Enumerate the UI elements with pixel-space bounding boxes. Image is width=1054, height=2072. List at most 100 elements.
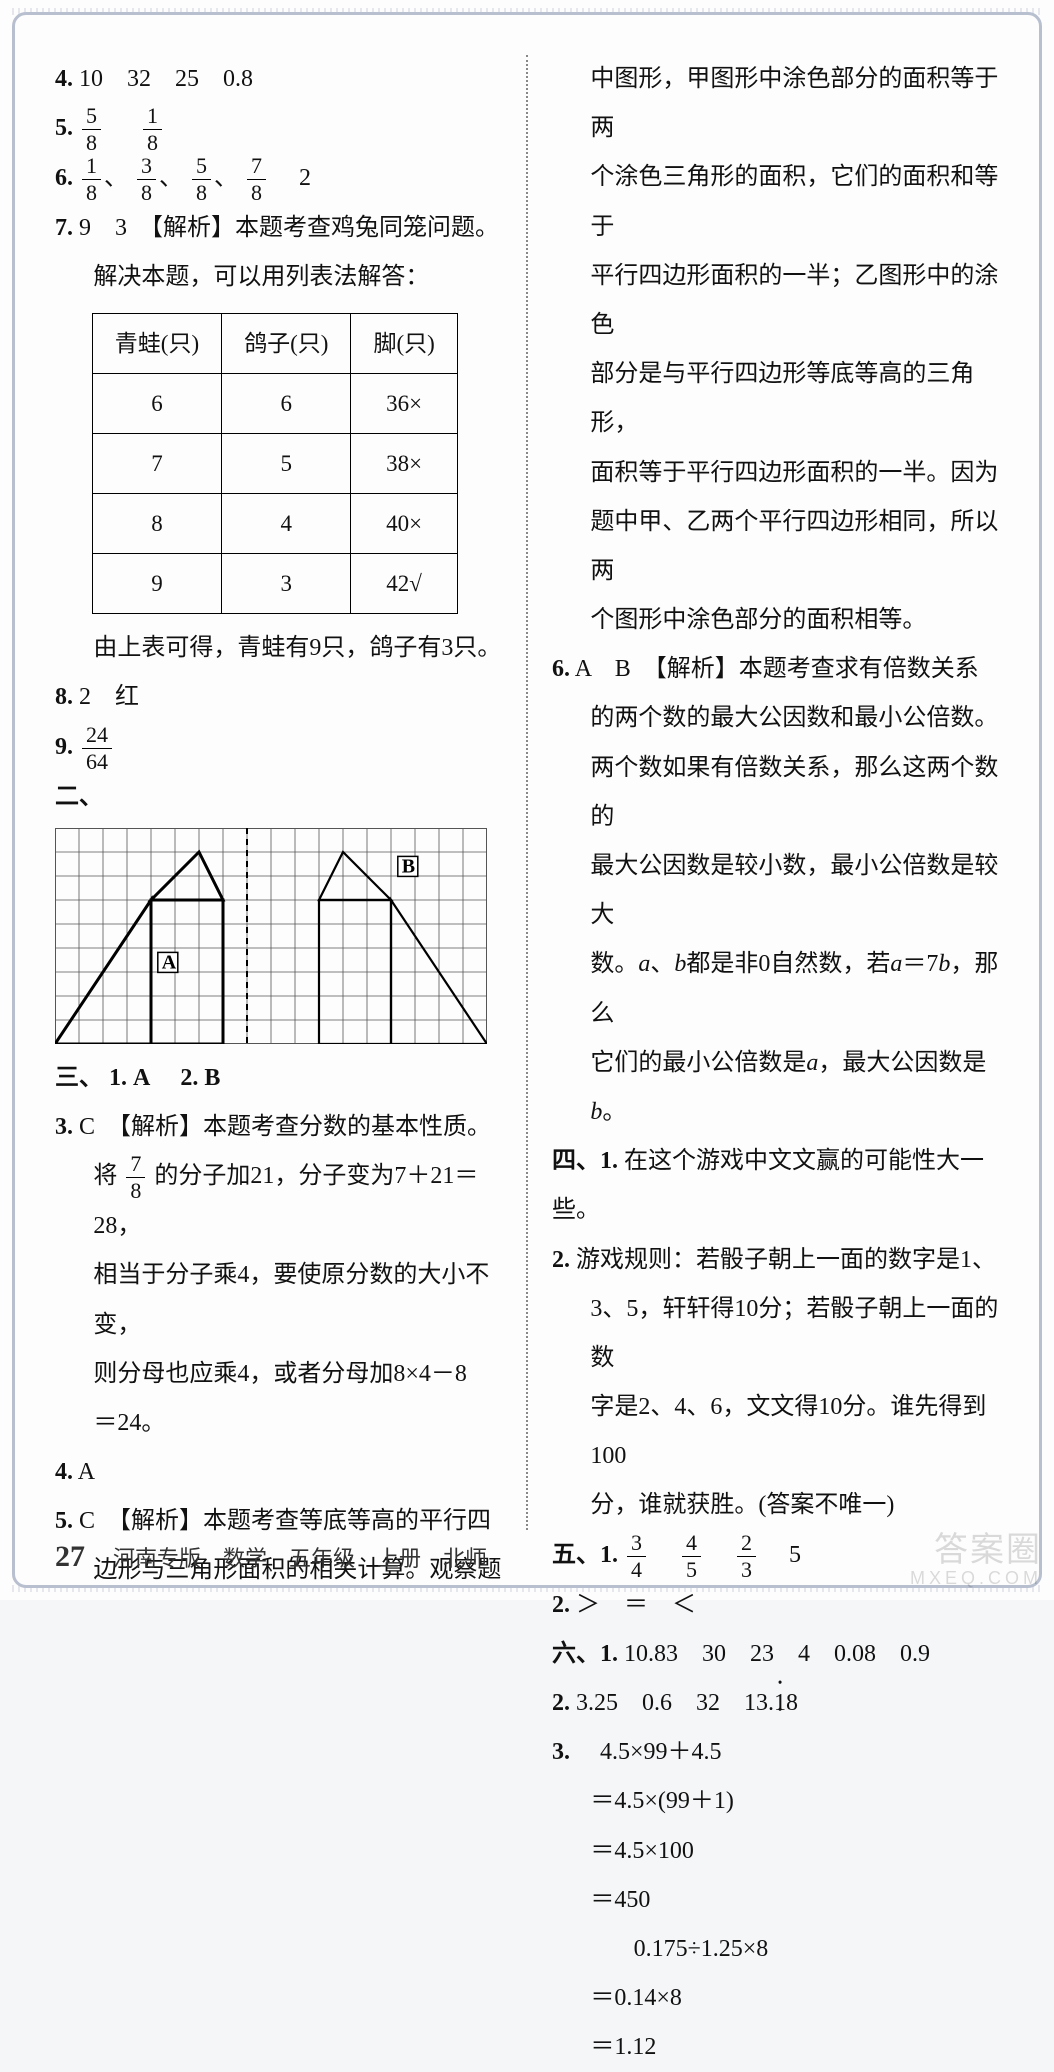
item-3-4: 4. A <box>55 1448 502 1497</box>
item-3-6: 6. A B 【解析】本题考查求有倍数关系 <box>552 645 999 694</box>
item-number: 1. <box>600 1148 618 1174</box>
fraction: 18 <box>143 105 162 154</box>
item-number: 4. <box>55 66 73 92</box>
item-number: 6. <box>55 165 73 191</box>
item-value: C 【解析】本题考查分数的基本性质。 <box>79 1114 491 1140</box>
item-5: 5. 58 18 <box>55 104 502 154</box>
content-area: 4. 10 32 25 0.8 5. 58 18 6. 18、 38、 58、 … <box>55 55 999 1530</box>
column-divider <box>526 55 528 1530</box>
page: 4. 10 32 25 0.8 5. 58 18 6. 18、 38、 58、 … <box>0 0 1054 1600</box>
calc-step: ＝4.5×100 <box>552 1827 999 1876</box>
table-cell: 6 <box>92 373 221 433</box>
item-number: 9. <box>55 734 73 760</box>
item-number: 2. <box>552 1592 570 1618</box>
item-7-conclusion: 由上表可得，青蛙有9只，鸽子有3只。 <box>55 624 502 673</box>
fraction: 78 <box>126 1153 145 1202</box>
item-3-6b: 的两个数的最大公因数和最小公倍数。 <box>552 694 999 743</box>
item-3-3e: ＝24。 <box>55 1399 502 1448</box>
table-cell: 42√ <box>351 554 457 614</box>
item-value: 10 32 25 0.8 <box>79 66 253 92</box>
table-cell: 9 <box>92 554 221 614</box>
item-number: 2. <box>552 1247 570 1273</box>
item-4-2: 2. 游戏规则：若骰子朝上一面的数字是1、 <box>552 1236 999 1285</box>
calc-step: ＝4.5×(99＋1) <box>552 1777 999 1826</box>
item-value: 9 3 【解析】本题考查鸡兔同笼问题。 <box>79 215 499 241</box>
item-3-3: 3. C 【解析】本题考查分数的基本性质。 <box>55 1103 502 1152</box>
section-4: 四、1. 在这个游戏中文文赢的可能性大一些。 <box>552 1137 999 1235</box>
item-4-2d: 分，谁就获胜。(答案不唯一) <box>552 1481 999 1530</box>
item-number: 1. <box>600 1641 618 1667</box>
grid-svg: AB <box>55 828 487 1044</box>
table-cell: 38× <box>351 433 457 493</box>
svg-text:B: B <box>402 855 415 877</box>
item-4-2c: 字是2、4、6，文文得10分。谁先得到100 <box>552 1383 999 1481</box>
q2: 2. B <box>180 1065 220 1091</box>
table-row: 9342√ <box>92 554 457 614</box>
watermark-small: MXEQ.COM <box>910 1569 1042 1588</box>
table-header: 鸽子(只) <box>222 313 351 373</box>
table-cell: 6 <box>222 373 351 433</box>
frog-pigeon-table: 青蛙(只)鸽子(只)脚(只) 6636×7538×8440×9342√ <box>92 313 458 615</box>
item-4-2b: 3、5，轩轩得10分；若骰子朝上一面的数 <box>552 1285 999 1383</box>
symmetry-grid-figure: AB <box>55 828 502 1044</box>
item-value: A <box>78 1459 95 1485</box>
table-header: 脚(只) <box>351 313 457 373</box>
item-3-6e: 数。a、b都是非0自然数，若a＝7b，那么 <box>552 940 999 1038</box>
para: 个涂色三角形的面积，它们的面积和等于 <box>552 153 999 251</box>
table-header: 青蛙(只) <box>92 313 221 373</box>
fraction: 2464 <box>82 724 112 773</box>
item-3-3b: 将 78 的分子加21，分子变为7＋21＝28， <box>55 1152 502 1251</box>
item-number: 2. <box>552 1690 570 1716</box>
item-6-3: 3. 4.5×99＋4.5 <box>552 1728 999 1777</box>
item-value: A B 【解析】本题考查求有倍数关系 <box>575 656 979 682</box>
item-6-2: 2. 3.25 0.6 32 13.18 <box>552 1679 999 1728</box>
para: 题中甲、乙两个平行四边形相同，所以两 <box>552 498 999 596</box>
calc-step: ＝450 <box>552 1876 999 1925</box>
item-number: 4. <box>55 1459 73 1485</box>
calc-step: ＝0.14×8 <box>552 1974 999 2023</box>
table-row: 8440× <box>92 493 457 553</box>
fraction: 58 <box>82 105 101 154</box>
item-value: 2 红 <box>79 684 139 710</box>
item-number: 5. <box>55 115 73 141</box>
calc-step: ＝1.12 <box>552 2023 999 2072</box>
section-2-label: 二、 <box>55 773 502 822</box>
table-cell: 3 <box>222 554 351 614</box>
table-row: 7538× <box>92 433 457 493</box>
item-6: 6. 18、 38、 58、 78 2 <box>55 154 502 204</box>
item-value: ＞ ＝ ＜ <box>576 1592 696 1618</box>
table-cell: 5 <box>222 433 351 493</box>
table-cell: 36× <box>351 373 457 433</box>
item-number: 6. <box>552 656 570 682</box>
section-label: 三、 <box>55 1065 103 1091</box>
item-number: 3. <box>552 1739 570 1765</box>
item-3-3c: 相当于分子乘4，要使原分数的大小不变， <box>55 1251 502 1349</box>
item-3-6c: 两个数如果有倍数关系，那么这两个数的 <box>552 744 999 842</box>
table-row: 6636× <box>92 373 457 433</box>
table-cell: 4 <box>222 493 351 553</box>
fraction: 18 <box>82 155 101 204</box>
item-7-text: 解决本题，可以用列表法解答： <box>55 253 502 302</box>
item-3-3d: 则分母也应乘4，或者分母加8×4－8 <box>55 1350 502 1399</box>
item-8: 8. 2 红 <box>55 673 502 722</box>
item-value: 游戏规则：若骰子朝上一面的数字是1、 <box>576 1247 996 1273</box>
section-label: 六、 <box>552 1641 600 1667</box>
repeating-decimal: 18 <box>774 1679 798 1728</box>
fraction: 58 <box>192 155 211 204</box>
item-number: 8. <box>55 684 73 710</box>
item-value: C 【解析】本题考查等底等高的平行四 <box>79 1508 491 1534</box>
item-number: 7. <box>55 215 73 241</box>
section-3: 三、 1. A 2. B <box>55 1054 502 1103</box>
table-cell: 7 <box>92 433 221 493</box>
table-cell: 8 <box>92 493 221 553</box>
item-number: 5. <box>55 1508 73 1534</box>
calc-expr: 0.175÷1.25×8 <box>552 1925 999 1974</box>
para: 平行四边形面积的一半；乙图形中的涂色 <box>552 252 999 350</box>
item-3-6f: 它们的最小公倍数是a，最大公因数是b。 <box>552 1039 999 1137</box>
item-9: 9. 2464 <box>55 723 502 773</box>
fraction: 38 <box>137 155 156 204</box>
item-4: 4. 10 32 25 0.8 <box>55 55 502 104</box>
para: 中图形，甲图形中涂色部分的面积等于两 <box>552 55 999 153</box>
page-number: 27 <box>55 1540 85 1574</box>
para: 部分是与平行四边形等底等高的三角形， <box>552 350 999 448</box>
